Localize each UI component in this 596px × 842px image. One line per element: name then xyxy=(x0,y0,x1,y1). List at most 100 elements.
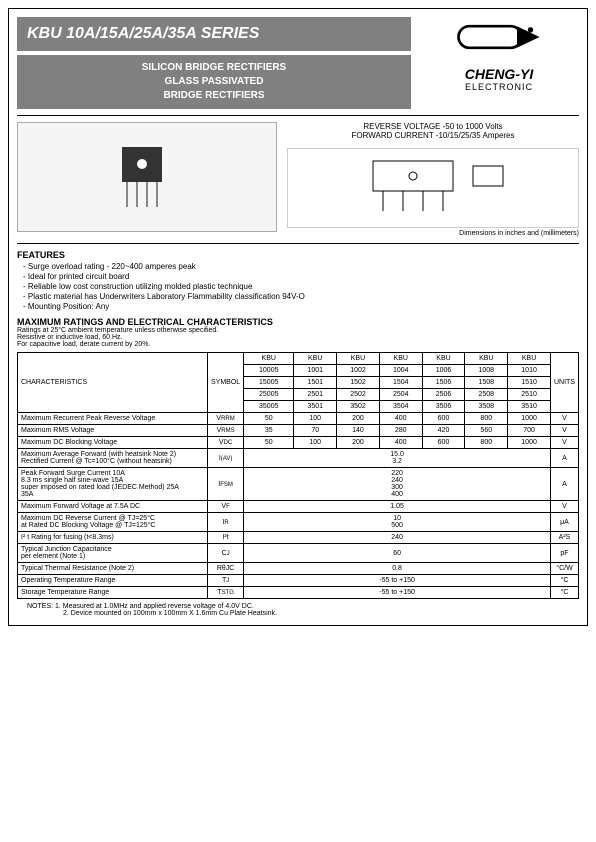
char-cell: Operating Temperature Range xyxy=(18,575,208,587)
sym-header: SYMBOL xyxy=(208,353,244,413)
model-cell: 25005 xyxy=(244,389,294,401)
val-cell: 1.05 xyxy=(244,501,551,513)
val-cell: 35 xyxy=(244,425,294,437)
model-cell: 1506 xyxy=(422,377,465,389)
val-cell: 1000 xyxy=(508,413,551,425)
model-cell: 2506 xyxy=(422,389,465,401)
sym-cell: VDC xyxy=(208,437,244,449)
model-cell: 10005 xyxy=(244,365,294,377)
val-cell: 60 xyxy=(244,544,551,563)
model-cell: 3510 xyxy=(508,401,551,413)
char-cell: Maximum RMS Voltage xyxy=(18,425,208,437)
val-cell: 1000 xyxy=(508,437,551,449)
feature-item: Surge overload rating - 220~400 amperes … xyxy=(23,262,579,271)
brand-block: CHENG-YI ELECTRONIC xyxy=(419,17,579,109)
model-cell: 3501 xyxy=(294,401,337,413)
unit-cell: A xyxy=(551,449,579,468)
val-cell: 50 xyxy=(244,437,294,449)
unit-cell: μA xyxy=(551,513,579,532)
unit-cell: °C xyxy=(551,575,579,587)
model-cell: 1001 xyxy=(294,365,337,377)
val-cell: 200 xyxy=(337,413,380,425)
model-cell: 1006 xyxy=(422,365,465,377)
dimension-note: Dimensions in inches and (millimeters) xyxy=(287,230,579,237)
unit-cell: V xyxy=(551,413,579,425)
unit-header: UNITS xyxy=(551,353,579,413)
unit-cell: V xyxy=(551,437,579,449)
val-cell: 240 xyxy=(244,532,551,544)
brand-name: CHENG-YI xyxy=(419,66,579,82)
ratings-title: MAXIMUM RATINGS AND ELECTRICAL CHARACTER… xyxy=(17,317,579,327)
unit-cell: A²S xyxy=(551,532,579,544)
val-cell: 800 xyxy=(465,413,508,425)
features-title: FEATURES xyxy=(17,250,579,260)
char-cell: Typical Junction Capacitance per element… xyxy=(18,544,208,563)
specs-row: REVERSE VOLTAGE -50 to 1000 Volts FORWAR… xyxy=(17,115,579,244)
sym-cell: RθJC xyxy=(208,563,244,575)
model-cell: 1510 xyxy=(508,377,551,389)
ratings-table: CHARACTERISTICSSYMBOLKBUKBUKBUKBUKBUKBUK… xyxy=(17,352,579,599)
model-cell: 1501 xyxy=(294,377,337,389)
val-cell: 560 xyxy=(465,425,508,437)
dimension-diagram xyxy=(287,148,579,228)
val-cell: 0.8 xyxy=(244,563,551,575)
model-cell: 1508 xyxy=(465,377,508,389)
kbu-header: KBU xyxy=(422,353,465,365)
model-cell: 2501 xyxy=(294,389,337,401)
unit-cell: A xyxy=(551,468,579,501)
ratings-section: MAXIMUM RATINGS AND ELECTRICAL CHARACTER… xyxy=(17,317,579,599)
char-cell: Maximum DC Blocking Voltage xyxy=(18,437,208,449)
val-cell: 700 xyxy=(508,425,551,437)
val-cell: 10 500 xyxy=(244,513,551,532)
char-cell: Maximum Average Forward (with heatsink N… xyxy=(18,449,208,468)
model-cell: 2510 xyxy=(508,389,551,401)
unit-cell: V xyxy=(551,501,579,513)
char-cell: I² t Rating for fusing (t<8.3ms) xyxy=(18,532,208,544)
brand-sub: ELECTRONIC xyxy=(419,82,579,92)
sym-cell: IFSM xyxy=(208,468,244,501)
model-cell: 1010 xyxy=(508,365,551,377)
char-cell: Maximum Recurrent Peak Reverse Voltage xyxy=(18,413,208,425)
val-cell: -55 to +150 xyxy=(244,575,551,587)
val-cell: 600 xyxy=(422,437,465,449)
sym-cell: VRRM xyxy=(208,413,244,425)
ratings-sub: Ratings at 25°C ambient temperature unle… xyxy=(17,327,579,348)
subtitle-box: SILICON BRIDGE RECTIFIERS GLASS PASSIVAT… xyxy=(17,55,411,109)
val-cell: 420 xyxy=(422,425,465,437)
val-cell: 600 xyxy=(422,413,465,425)
model-cell: 2504 xyxy=(379,389,422,401)
sym-cell: I(AV) xyxy=(208,449,244,468)
model-cell: 1002 xyxy=(337,365,380,377)
val-cell: 100 xyxy=(294,437,337,449)
series-title: KBU 10A/15A/25A/35A SERIES xyxy=(17,17,411,51)
kbu-header: KBU xyxy=(465,353,508,365)
model-cell: 35005 xyxy=(244,401,294,413)
model-cell: 15005 xyxy=(244,377,294,389)
val-cell: 220 240 300 400 xyxy=(244,468,551,501)
char-cell: Storage Temperature Range xyxy=(18,587,208,599)
feature-item: Reliable low cost construction utilizing… xyxy=(23,282,579,291)
unit-cell: pF xyxy=(551,544,579,563)
char-cell: Peak Forward Surge Current 10A 8.3 ms si… xyxy=(18,468,208,501)
component-icon xyxy=(107,142,187,212)
forward-current: FORWARD CURRENT -10/15/25/35 Amperes xyxy=(287,131,579,140)
model-cell: 2508 xyxy=(465,389,508,401)
char-header: CHARACTERISTICS xyxy=(18,353,208,413)
subtitle-3: BRIDGE RECTIFIERS xyxy=(27,89,401,103)
header: KBU 10A/15A/25A/35A SERIES SILICON BRIDG… xyxy=(17,17,579,109)
sym-cell: IR xyxy=(208,513,244,532)
sym-cell: VF xyxy=(208,501,244,513)
sym-cell: TJ xyxy=(208,575,244,587)
char-cell: Maximum Forward Voltage at 7.5A DC xyxy=(18,501,208,513)
kbu-header: KBU xyxy=(337,353,380,365)
val-cell: 200 xyxy=(337,437,380,449)
feature-item: Mounting Position: Any xyxy=(23,302,579,311)
datasheet-page: KBU 10A/15A/25A/35A SERIES SILICON BRIDG… xyxy=(8,8,588,626)
sym-cell: CJ xyxy=(208,544,244,563)
kbu-header: KBU xyxy=(508,353,551,365)
header-left: KBU 10A/15A/25A/35A SERIES SILICON BRIDG… xyxy=(17,17,411,109)
kbu-header: KBU xyxy=(244,353,294,365)
unit-cell: V xyxy=(551,425,579,437)
sym-cell: I²t xyxy=(208,532,244,544)
feature-item: Ideal for printed circuit board xyxy=(23,272,579,281)
